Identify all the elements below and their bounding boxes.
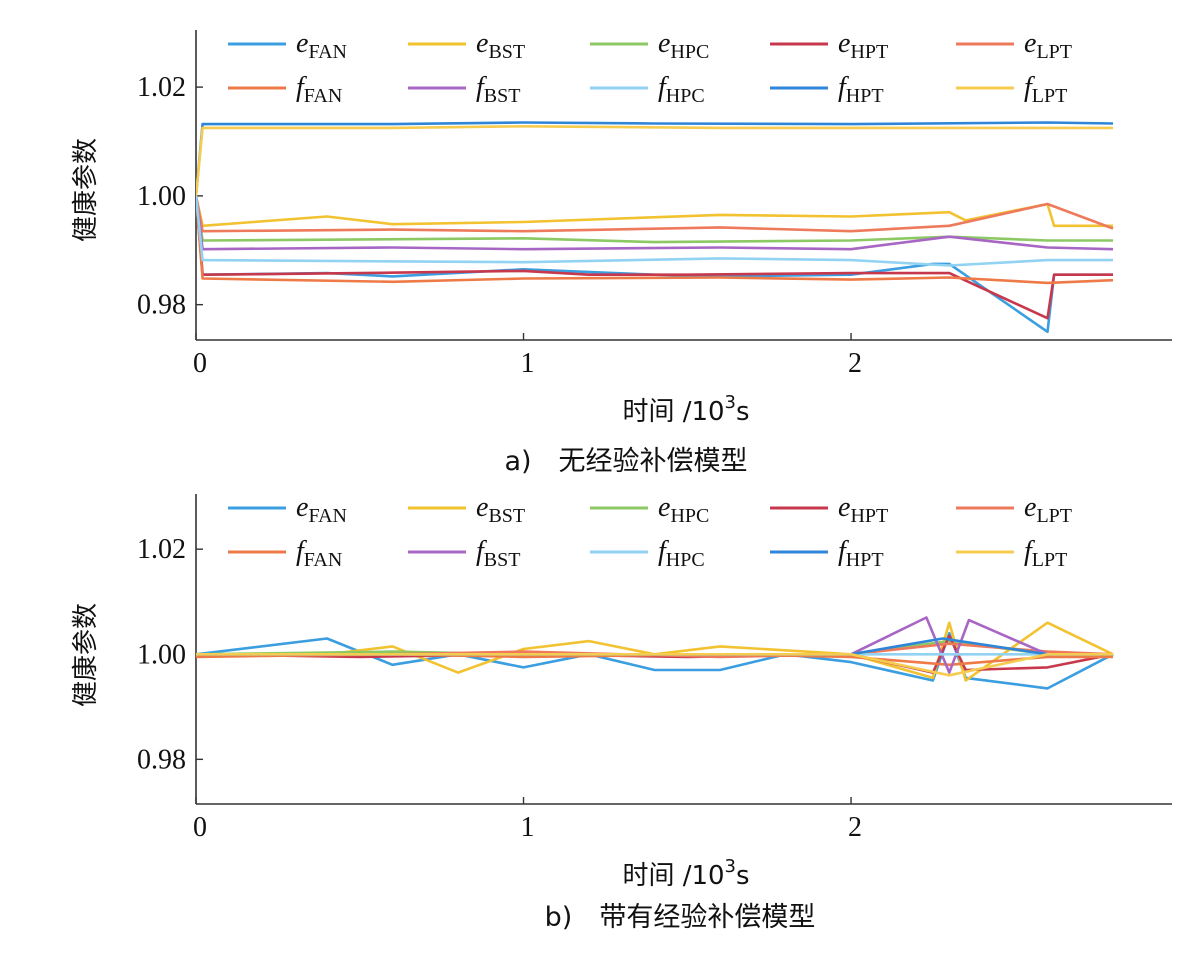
panel-a-line-e_BST	[196, 195, 1113, 228]
panel-b-y-tick-label: 1.00	[137, 639, 186, 670]
panel-b-ylabel: 健康参数	[71, 603, 101, 707]
panel-a-legend-label-f_FAN: fFAN	[296, 72, 342, 107]
panel-a-line-e_HPT	[196, 195, 1113, 320]
panel-a-line-e_HPC	[196, 195, 1113, 244]
panel-a-caption: a) 无经验补偿模型	[504, 446, 747, 477]
panel-b-legend-label-f_FAN: fFAN	[296, 536, 342, 571]
panel-b-x-tick-label: 0	[193, 812, 207, 843]
panel-a-line-f_HPC	[196, 195, 1113, 267]
panel-b-line-f_FAN	[196, 652, 1113, 667]
panel-a-legend-label-f_HPC: fHPC	[658, 72, 705, 107]
panel-b-legend-label-e_HPT: eHPT	[838, 492, 888, 527]
panel-a-xlabel: 时间 /103s	[622, 392, 749, 427]
panel-b-y-tick-label: 0.98	[137, 744, 186, 775]
panel-a-y-tick-label: 1.02	[137, 72, 186, 103]
panel-b-legend-label-f_HPT: fHPT	[838, 536, 884, 571]
panel-b-x-tick-label: 1	[521, 812, 535, 843]
panel-a-series-group	[196, 121, 1114, 334]
panel-a-line-f_LPT	[196, 125, 1113, 197]
panel-b-legend-label-e_LPT: eLPT	[1024, 492, 1072, 527]
panel-b-chart: 健康参数 时间 /103s b) 带有经验补偿模型 0.98 1.00 1.02 0 1…	[71, 492, 1172, 933]
panel-b-y-tick-label: 1.02	[137, 534, 186, 565]
panel-a-legend-label-f_LPT: fLPT	[1024, 72, 1067, 107]
panel-b-caption: b) 带有经验补偿模型	[545, 902, 816, 933]
panel-b-series-group	[196, 616, 1114, 690]
panel-a-y-tick-label: 0.98	[137, 290, 186, 321]
panel-b-legend-label-e_FAN: eFAN	[296, 492, 347, 527]
panel-a-line-f_FAN	[196, 195, 1114, 285]
panel-a-x-tick-label: 1	[521, 348, 535, 379]
panel-b-legend-label-f_LPT: fLPT	[1024, 536, 1067, 571]
panel-b-legend-label-f_BST: fBST	[476, 536, 520, 571]
panel-a-ylabel: 健康参数	[71, 138, 101, 242]
panel-a-line-f_HPT	[196, 121, 1114, 197]
panel-a-legend-label-e_BST: eBST	[476, 28, 525, 63]
panel-a-legend-label-f_HPT: fHPT	[838, 72, 884, 107]
panel-a-chart: 健康参数 时间 /103s a) 无经验补偿模型 0.98 1.00 1.02 0 1 2…	[71, 28, 1172, 477]
panel-b-legend-label-e_BST: eBST	[476, 492, 525, 527]
panel-b-line-f_LPT	[196, 652, 1113, 677]
panel-a-legend-label-e_HPT: eHPT	[838, 28, 888, 63]
panel-b-legend-label-f_HPC: fHPC	[658, 536, 705, 571]
panel-a-line-e_LPT	[196, 195, 1114, 233]
panel-a-x-tick-label: 0	[193, 348, 207, 379]
panel-a-line-f_BST	[196, 195, 1114, 251]
panel-a-legend-label-e_FAN: eFAN	[296, 28, 347, 63]
panel-b-legend-label-e_HPC: eHPC	[658, 492, 709, 527]
panel-a-legend-label-f_BST: fBST	[476, 72, 520, 107]
panel-a-legend-label-e_LPT: eLPT	[1024, 28, 1072, 63]
panel-a-y-tick-label: 1.00	[137, 181, 186, 212]
panel-a-x-tick-label: 2	[848, 348, 862, 379]
panel-b-line-e_FAN	[196, 631, 1114, 690]
panel-b-x-tick-label: 2	[848, 812, 862, 843]
panel-a-legend-label-e_HPC: eHPC	[658, 28, 709, 63]
panel-b-xlabel: 时间 /103s	[622, 856, 749, 891]
